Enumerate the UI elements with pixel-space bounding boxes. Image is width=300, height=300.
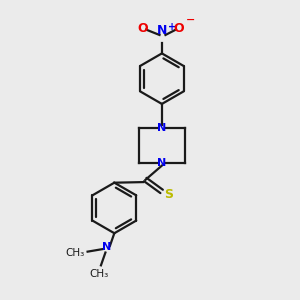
Text: S: S (164, 188, 173, 201)
Text: CH₃: CH₃ (65, 248, 85, 257)
Text: N: N (157, 158, 167, 168)
Text: −: − (186, 15, 195, 25)
Text: N: N (157, 24, 167, 37)
Text: CH₃: CH₃ (90, 269, 109, 279)
Text: O: O (173, 22, 184, 34)
Text: N: N (102, 242, 112, 252)
Text: +: + (168, 22, 177, 32)
Text: N: N (157, 124, 167, 134)
Text: O: O (137, 22, 148, 34)
